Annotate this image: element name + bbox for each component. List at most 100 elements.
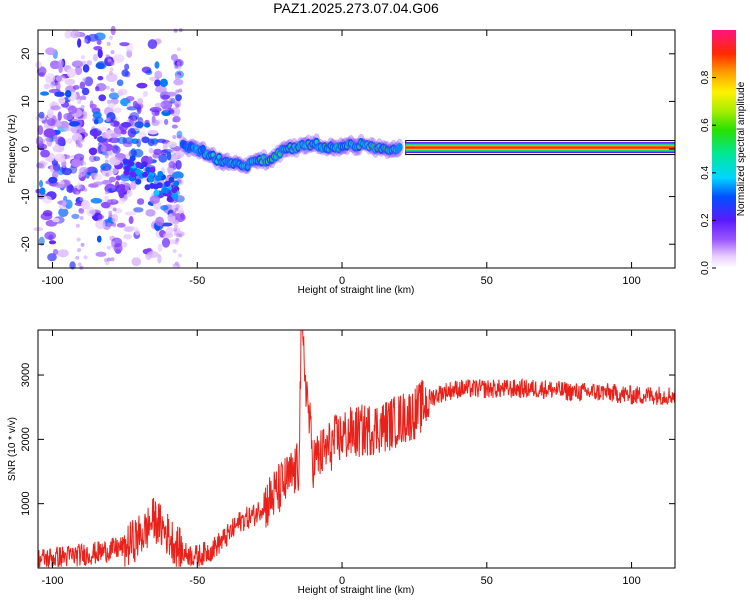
spectrogram-blob [117, 90, 124, 96]
spectrogram-blob [107, 199, 112, 204]
spectrogram-blob [43, 128, 56, 138]
snr-y-tick-label: 3000 [20, 363, 32, 387]
spectrogram-cluster-cell [148, 176, 155, 183]
spectrogram-blob [86, 166, 96, 173]
spectrogram-blob [61, 167, 73, 176]
spectrogram-blob [52, 218, 60, 223]
spectrogram-cluster-cell [168, 176, 175, 183]
spectrogram-blob [144, 119, 150, 125]
spectrogram-blob [79, 216, 84, 221]
snr-frame [37, 329, 676, 569]
spectrogram-blob [173, 28, 178, 33]
spectrogram-blob [118, 197, 126, 205]
spectrogram-blob [155, 216, 165, 227]
spectrogram-blob [166, 141, 178, 148]
spectrogram-blob [112, 198, 117, 203]
spectrogram-blob [173, 227, 178, 232]
spectrogram-blob [105, 261, 110, 266]
spectrogram-ridge-core [397, 144, 402, 150]
spectrogram-blob [43, 83, 50, 90]
spectrogram-blob [104, 154, 109, 159]
spectrogram-blob [81, 172, 86, 177]
spectrogram-blob [45, 75, 53, 84]
spectrogram-blob [76, 237, 81, 242]
spectrogram-blob [105, 118, 110, 123]
spectrogram-blob [155, 85, 167, 93]
spectrogram-blob [67, 105, 78, 114]
spectrogram-blob [180, 212, 185, 220]
spectrogram-blob [75, 60, 80, 65]
spectrogram-blob [158, 153, 168, 163]
spectrogram-blob [97, 126, 109, 132]
spectrogram-blob [109, 159, 121, 166]
spectrogram-blob [156, 138, 167, 143]
spectrogram-blob [79, 81, 86, 90]
spectrogram-blob [64, 90, 72, 98]
spectrogram-blob [174, 64, 179, 69]
spectrogram-blob [66, 137, 73, 144]
spectrogram-blob [169, 153, 178, 164]
spectrogram-blob [47, 253, 57, 262]
spectrogram-blob [75, 191, 80, 196]
colorbar-tick-label: 0.8 [700, 70, 711, 84]
spectrogram-blob [116, 222, 126, 228]
spectrogram-blob [104, 195, 109, 201]
spectrogram-blob [92, 53, 98, 62]
spectrogram-blob [136, 198, 145, 205]
spectrogram-blob [136, 138, 141, 148]
spectrogram-blob [97, 214, 105, 220]
spectrogram-blob [90, 172, 99, 177]
spectrogram-blob [40, 91, 50, 96]
spectrogram-blob [109, 122, 114, 127]
spectrogram-blob [53, 143, 59, 152]
spectrogram-blob [55, 183, 66, 189]
spectrogram-blob [147, 156, 153, 165]
spectrogram-blob [68, 121, 81, 127]
spectrogram-blob [42, 195, 52, 204]
snr-series-line [38, 330, 675, 568]
spectrogram-blob [63, 112, 74, 121]
spectrogram-x-tick-label: -100 [41, 275, 63, 287]
spectrogram-blob [74, 66, 83, 76]
spectrogram-blob [171, 212, 176, 217]
spectrogram-blob [118, 122, 129, 132]
spectrogram-blob [57, 111, 62, 121]
spectrogram-blob [70, 30, 81, 39]
spectrogram-blob [88, 147, 98, 156]
spectrogram-cluster-cell [153, 189, 160, 196]
spectrogram-blob [108, 210, 113, 215]
spectrogram-blob [110, 241, 115, 246]
spectrogram-blob [116, 79, 124, 87]
spectrogram-blob [78, 184, 83, 189]
spectrogram-blob [75, 255, 80, 260]
snr-x-tick-label: -50 [189, 575, 205, 587]
spectrogram-blob [146, 251, 159, 259]
spectrogram-blob [82, 110, 87, 115]
spectrogram-blob [173, 101, 178, 106]
spectrogram-blob [80, 104, 85, 109]
spectrogram-blob [168, 109, 175, 115]
spectrogram-blob [162, 143, 168, 151]
colorbar-label: Normalized spectral amplitude [736, 81, 747, 216]
spectrogram-cluster-cell [155, 175, 162, 182]
spectrogram-blob [39, 187, 46, 195]
spectrogram-blob [176, 134, 181, 139]
spectrogram-blob [42, 210, 53, 217]
spectrogram-blob [93, 129, 98, 140]
spectrogram-blob [172, 134, 177, 139]
spectrogram-blob [124, 211, 137, 216]
spectrogram-blob [110, 61, 115, 66]
spectrogram-cluster-cell [173, 180, 180, 187]
spectrogram-blob [161, 222, 173, 227]
spectrogram-blob [52, 248, 59, 255]
spectrogram-blob [77, 248, 82, 253]
snr-x-tick-label: 50 [481, 575, 493, 587]
spectrogram-blob [115, 175, 121, 181]
spectrogram-cluster-cell [124, 165, 131, 172]
spectrogram-blob [134, 121, 144, 129]
spectrogram-blob [166, 151, 172, 161]
spectrogram-ridge-core [201, 146, 206, 152]
spectrogram-blob [115, 180, 120, 190]
